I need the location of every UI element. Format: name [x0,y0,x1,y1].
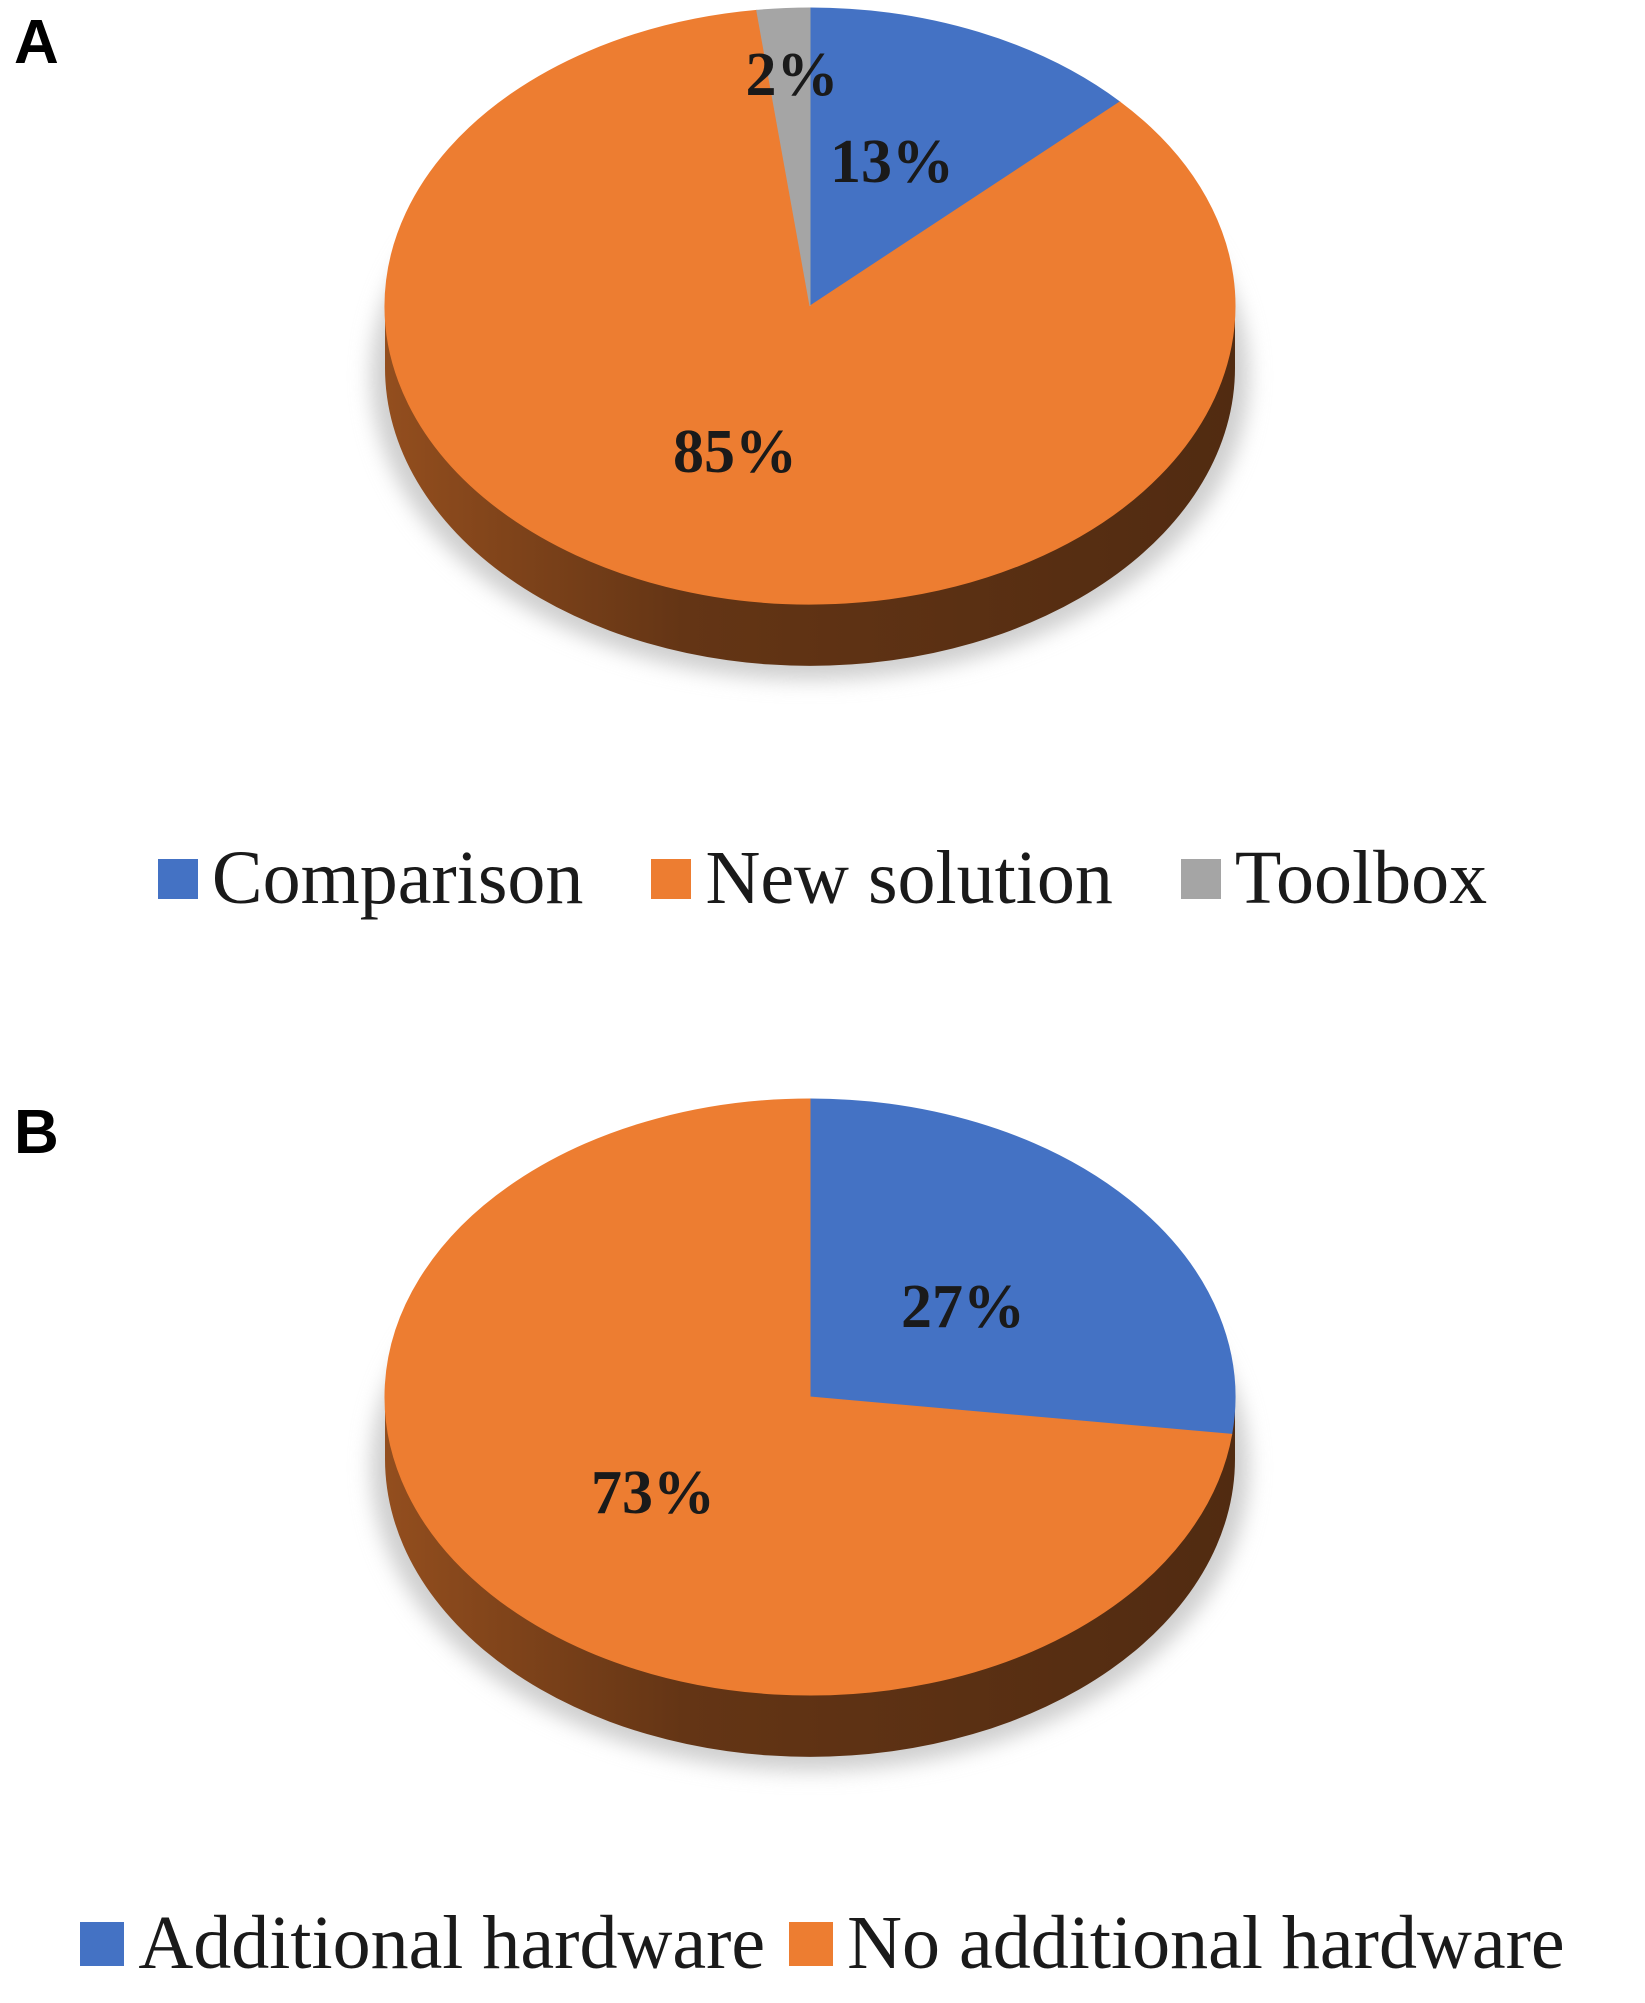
legend-label-new-solution: New solution [705,836,1113,920]
legend-item-no-additional-hardware: No additional hardware [789,1900,1565,1987]
panel-label-a: A [14,8,59,77]
legend-swatch-additional-hardware [80,1921,125,1966]
pie-slice-additional-hardware [809,1098,1236,1435]
legend-item-comparison: Comparison [157,835,584,922]
legend-label-toolbox: Toolbox [1234,836,1488,920]
pie-slice-comparison [809,7,1121,307]
legend-label-comparison: Comparison [211,836,584,920]
pie-chart-b: 27% 73% [371,1098,1249,1771]
chart-panel-b: B 27% 73% Additional hardware No addition… [0,1090,1645,2003]
data-label-toolbox: 2% [746,41,839,109]
legend-swatch-toolbox [1180,858,1221,899]
pie-slice-new-solution [384,9,1236,605]
chart-panel-a: A 13% 85% 2% Comparison New solution Toolb… [0,0,1645,1000]
legend-a: Comparison New solution Toolbox [0,835,1645,922]
legend-swatch-comparison [157,858,198,899]
legend-label-no-additional-hardware: No additional hardware [847,1901,1565,1985]
data-label-new-solution: 85% [673,418,797,486]
data-label-comparison: 13% [830,128,954,196]
pie-slice-no-additional-hardware [384,1098,1233,1696]
pie-chart-a: 13% 85% 2% [371,7,1249,680]
pie-side-wall [385,306,1235,666]
legend-label-additional-hardware: Additional hardware [138,1901,766,1985]
legend-item-additional-hardware: Additional hardware [80,1900,765,1987]
pie-slice-toolbox [756,7,811,307]
legend-b: Additional hardware No additional hardwa… [0,1900,1645,1987]
legend-item-toolbox: Toolbox [1180,835,1488,922]
legend-swatch-new-solution [651,858,692,899]
legend-item-new-solution: New solution [651,835,1113,922]
data-label-additional-hardware: 27% [901,1273,1025,1341]
data-label-no-additional-hardware: 73% [591,1459,715,1527]
panel-label-b: B [14,1098,59,1167]
legend-swatch-no-additional-hardware [789,1921,834,1966]
pie-side-wall [385,1397,1235,1757]
